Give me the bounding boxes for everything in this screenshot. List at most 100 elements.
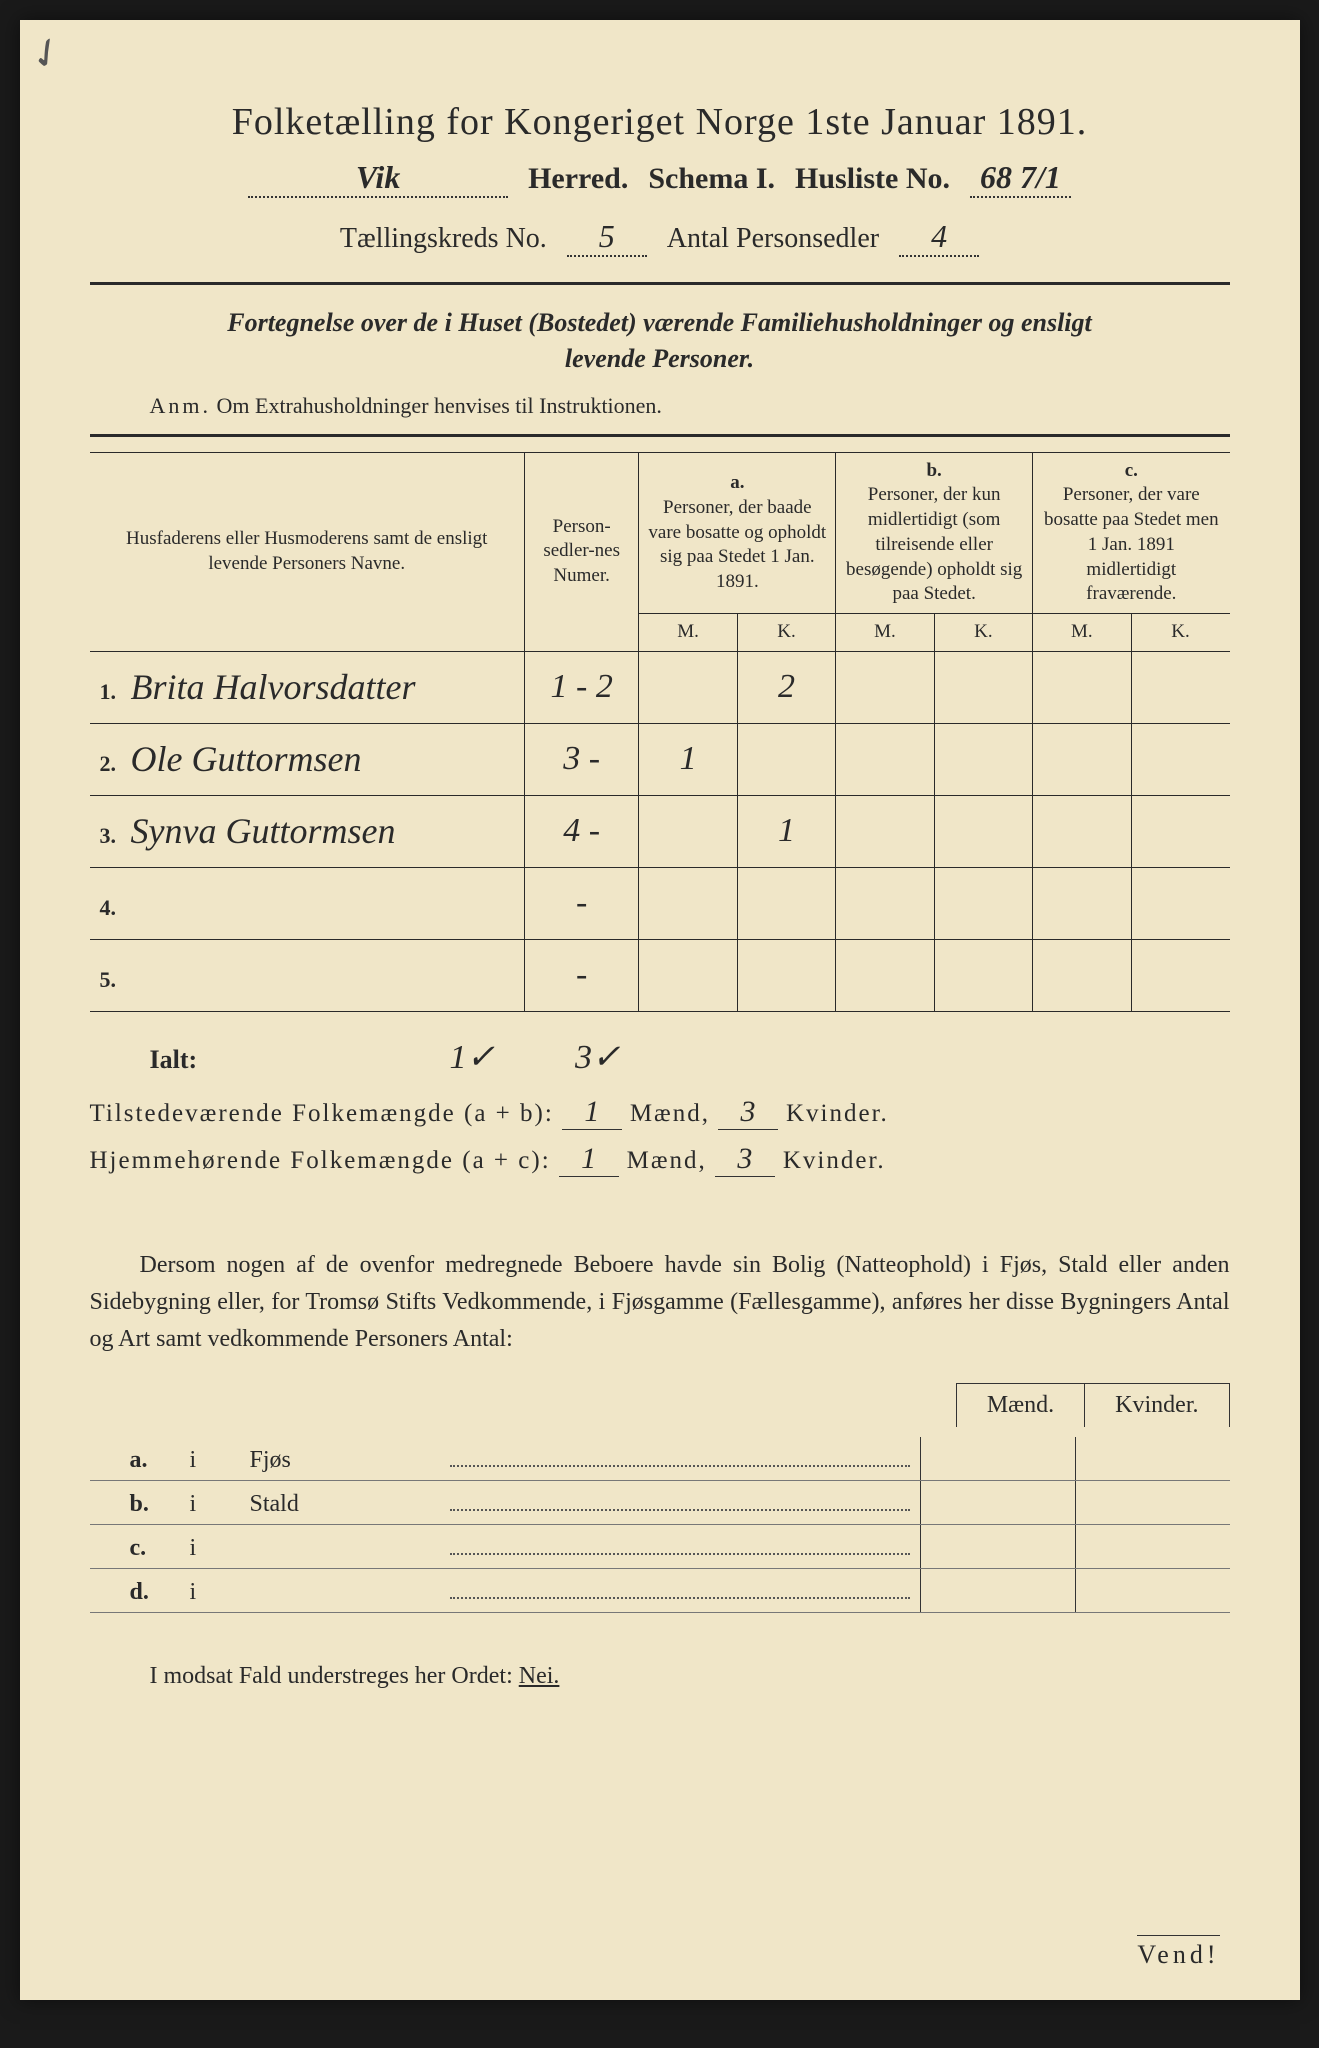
th-c-text: Personer, der vare bosatte paa Stedet me… — [1041, 483, 1221, 606]
stat-ab-mlabel: Mænd, — [630, 1100, 710, 1128]
th-b-label: b. — [844, 459, 1024, 484]
ialt-m: 1✓ — [450, 1037, 496, 1077]
divider — [90, 434, 1230, 437]
abcd-m-col — [920, 1525, 1075, 1568]
a-k-cell: 1 — [737, 795, 835, 867]
ialt-label: Ialt: — [90, 1045, 290, 1075]
mk-header: Mænd. Kvinder. — [90, 1383, 1230, 1427]
th-b: b. Personer, der kun midlertidigt (som t… — [836, 452, 1033, 613]
abcd-i: i — [190, 1579, 250, 1606]
mk-k: Kvinder. — [1084, 1383, 1229, 1427]
table-row: 5. - — [90, 939, 1230, 1011]
subtitle: Fortegnelse over de i Huset (Bostedet) v… — [90, 305, 1230, 378]
subtitle-line1: Fortegnelse over de i Huset (Bostedet) v… — [227, 308, 1092, 337]
abcd-i: i — [190, 1491, 250, 1518]
a-k-cell — [737, 867, 835, 939]
table-row: 3. Synva Guttormsen 4 - 1 — [90, 795, 1230, 867]
a-k-cell — [737, 723, 835, 795]
name-cell: 4. — [90, 867, 525, 939]
abcd-txt: Stald — [250, 1491, 450, 1518]
ialt-section: Ialt: 1✓ 3✓ Tilstedeværende Folkemængde … — [90, 1037, 1230, 1177]
abcd-k-col — [1075, 1481, 1230, 1524]
abcd-label: d. — [130, 1579, 190, 1606]
table-row: 4. - — [90, 867, 1230, 939]
divider — [90, 282, 1230, 285]
th-names: Husfaderens eller Husmoderens samt de en… — [90, 452, 525, 651]
vend-label: Vend! — [1137, 1935, 1219, 1970]
herred-field: Vik — [248, 159, 508, 198]
abcd-list: a. i Fjøs b. i Stald c. i d. i — [90, 1437, 1230, 1613]
stat-line-ab: Tilstedeværende Folkemængde (a + b): 1 M… — [90, 1095, 1230, 1130]
kreds-label: Tællingskreds No. — [340, 223, 547, 255]
stat-ab-label: Tilstedeværende Folkemængde (a + b): — [90, 1100, 554, 1128]
b-k-cell — [934, 939, 1032, 1011]
abcd-k-col — [1075, 1437, 1230, 1480]
table-row: 2. Ole Guttormsen 3 - 1 — [90, 723, 1230, 795]
b-m-cell — [836, 867, 934, 939]
name-cell: 2. Ole Guttormsen — [90, 723, 525, 795]
a-m-cell — [639, 939, 737, 1011]
abcd-dots — [450, 1553, 910, 1555]
abcd-label: a. — [130, 1447, 190, 1474]
antal-field: 4 — [899, 218, 979, 257]
mk-m: Mænd. — [956, 1383, 1084, 1427]
herred-label: Herred. — [528, 162, 628, 196]
c-m-cell — [1033, 723, 1131, 795]
stat-ac-m: 1 — [559, 1142, 619, 1177]
husliste-label: Husliste No. — [795, 162, 950, 196]
nei-pre: I modsat Fald understreges her Ordet: — [150, 1663, 513, 1689]
abcd-dots — [450, 1465, 910, 1467]
abcd-i: i — [190, 1447, 250, 1474]
table-row: 1. Brita Halvorsdatter 1 - 2 2 — [90, 651, 1230, 723]
abcd-m-col — [920, 1481, 1075, 1524]
b-m-cell — [836, 939, 934, 1011]
c-m-cell — [1033, 651, 1131, 723]
stat-ac-k: 3 — [715, 1142, 775, 1177]
abcd-m-col — [920, 1437, 1075, 1480]
schema-label: Schema I. — [648, 162, 775, 196]
anm-note: Anm. Om Extrahusholdninger henvises til … — [150, 393, 1230, 419]
kreds-field: 5 — [567, 218, 647, 257]
c-k-cell — [1131, 795, 1230, 867]
name-cell: 3. Synva Guttormsen — [90, 795, 525, 867]
anm-text: Om Extrahusholdninger henvises til Instr… — [217, 393, 662, 418]
header-row-2: Tællingskreds No. 5 Antal Personsedler 4 — [90, 218, 1230, 257]
th-names-text: Husfaderens eller Husmoderens samt de en… — [126, 528, 487, 574]
numer-cell: 4 - — [524, 795, 638, 867]
c-m-cell — [1033, 867, 1131, 939]
stat-ab-k: 3 — [718, 1095, 778, 1130]
antal-label: Antal Personsedler — [667, 223, 879, 255]
abcd-txt: Fjøs — [250, 1447, 450, 1474]
th-c-label: c. — [1041, 459, 1221, 484]
nei-word: Nei. — [519, 1663, 560, 1689]
c-k-cell — [1131, 939, 1230, 1011]
th-numer: Person-sedler-nes Numer. — [524, 452, 638, 651]
th-a-text: Personer, der baade vare bosatte og opho… — [647, 496, 827, 595]
numer-cell: 1 - 2 — [524, 651, 638, 723]
numer-cell: - — [524, 867, 638, 939]
b-m-cell — [836, 795, 934, 867]
page-title: Folketælling for Kongeriget Norge 1ste J… — [90, 100, 1230, 144]
subtitle-line2: levende Personer. — [565, 344, 754, 373]
a-m-cell — [639, 867, 737, 939]
name-cell: 5. — [90, 939, 525, 1011]
b-k-cell — [934, 795, 1032, 867]
abcd-i: i — [190, 1535, 250, 1562]
numer-cell: 3 - — [524, 723, 638, 795]
nei-line: I modsat Fald understreges her Ordet: Ne… — [90, 1663, 1230, 1690]
c-k-cell — [1131, 651, 1230, 723]
name-cell: 1. Brita Halvorsdatter — [90, 651, 525, 723]
b-k-cell — [934, 867, 1032, 939]
abcd-k-col — [1075, 1569, 1230, 1612]
abcd-m-col — [920, 1569, 1075, 1612]
stat-line-ac: Hjemmehørende Folkemængde (a + c): 1 Mæn… — [90, 1142, 1230, 1177]
anm-label: Anm. — [150, 393, 212, 418]
th-b-text: Personer, der kun midlertidigt (som tilr… — [844, 483, 1024, 606]
stat-ac-klabel: Kvinder. — [783, 1147, 886, 1175]
c-k-cell — [1131, 723, 1230, 795]
abcd-label: c. — [130, 1535, 190, 1562]
ialt-k: 3✓ — [575, 1037, 621, 1077]
th-a-m: M. — [639, 613, 737, 651]
stat-ac-label: Hjemmehørende Folkemængde (a + c): — [90, 1147, 551, 1175]
abcd-dots — [450, 1509, 910, 1511]
